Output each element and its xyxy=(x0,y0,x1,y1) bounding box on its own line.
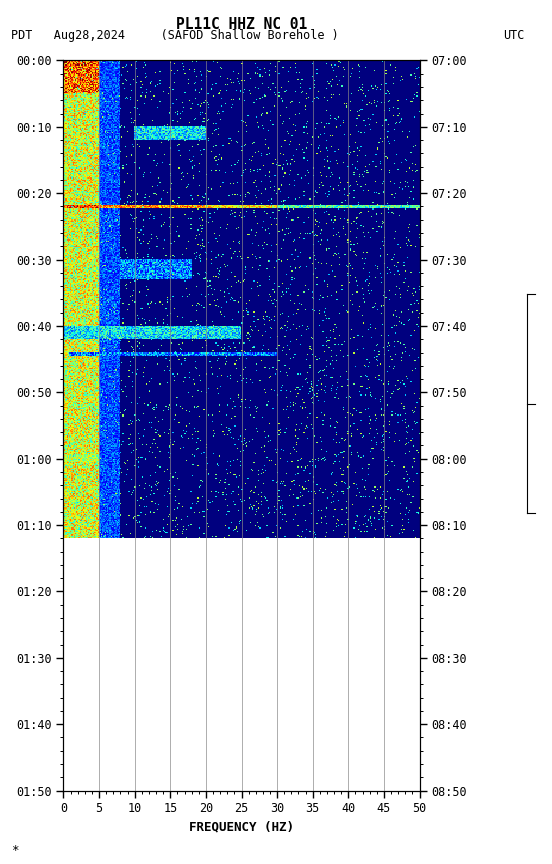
Text: PDT   Aug28,2024     (SAFOD Shallow Borehole ): PDT Aug28,2024 (SAFOD Shallow Borehole ) xyxy=(11,29,339,42)
X-axis label: FREQUENCY (HZ): FREQUENCY (HZ) xyxy=(189,821,294,834)
Text: PL11C HHZ NC 01: PL11C HHZ NC 01 xyxy=(176,17,307,32)
Text: *: * xyxy=(11,844,19,857)
Text: UTC: UTC xyxy=(503,29,524,42)
